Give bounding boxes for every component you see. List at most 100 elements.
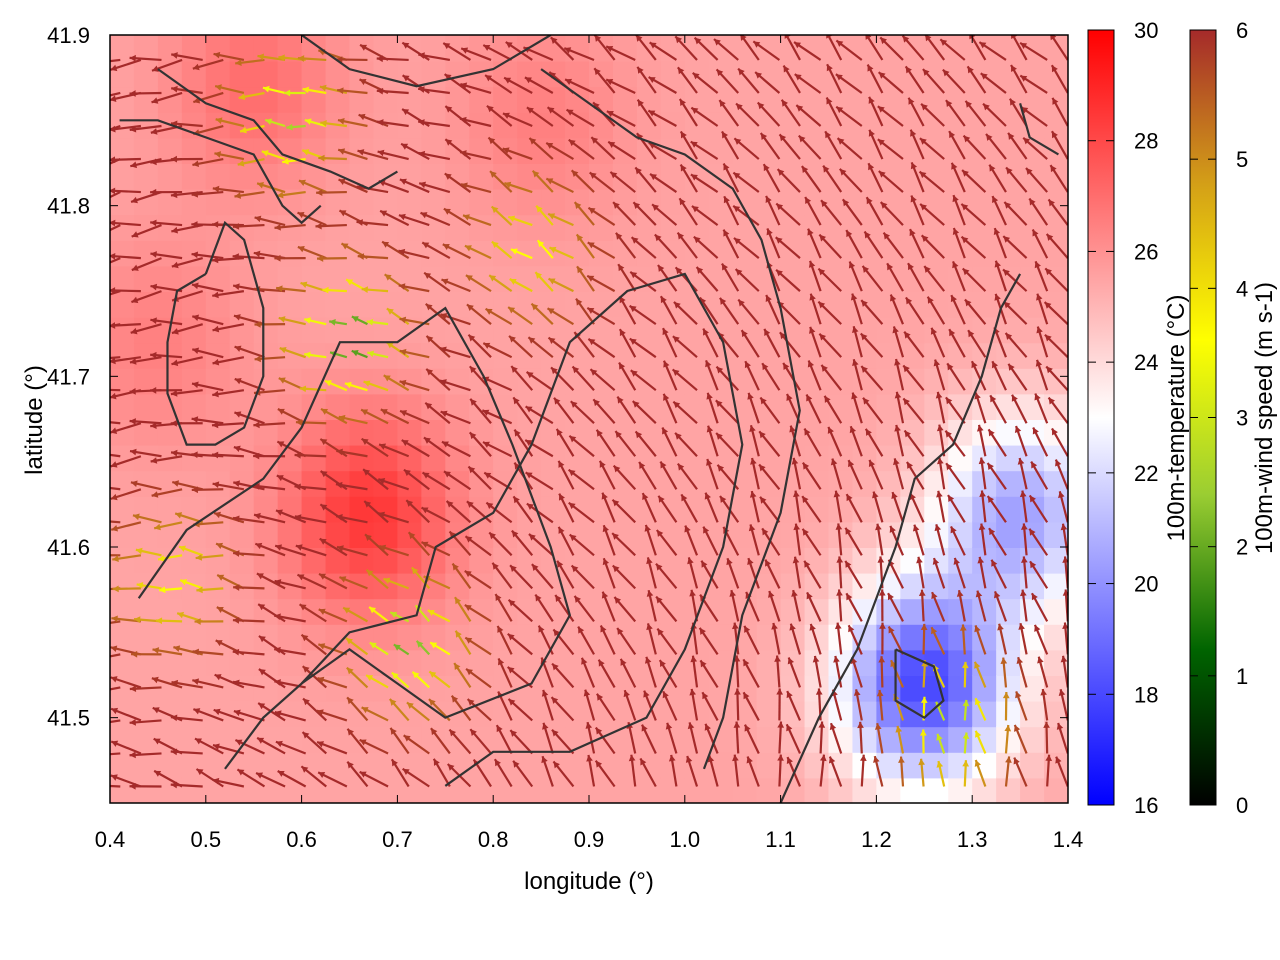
wind-arrow-head <box>258 636 266 643</box>
x-tick-label: 1.4 <box>1053 827 1084 852</box>
wind-arrow-head <box>557 560 564 568</box>
temperature-cell <box>900 188 926 216</box>
wind-arrow-head <box>502 147 510 154</box>
temperature-cell <box>301 777 327 803</box>
wind-arrow-head <box>510 565 517 573</box>
wind-arrow-head <box>284 89 291 97</box>
temperature-cell <box>828 393 854 420</box>
wind-arrow-head <box>129 718 136 726</box>
wind-arrow-head <box>663 360 670 368</box>
wind-arrow-head <box>489 532 496 540</box>
wind-arrow-head <box>213 708 221 716</box>
wind-arrow-head <box>794 74 802 81</box>
wind-arrow-head <box>496 725 503 733</box>
wind-arrow-head <box>391 672 399 680</box>
wind-arrow-head <box>904 430 911 438</box>
wind-arrow-head <box>1018 623 1025 630</box>
wind-arrow-head <box>504 77 512 84</box>
wind-arrow-head <box>510 248 518 255</box>
wind-arrow-head <box>823 165 830 173</box>
wind-arrow-head <box>786 757 793 764</box>
temperature-cell <box>996 598 1022 625</box>
wind-arrow-head <box>948 495 955 503</box>
temperature-cell <box>684 367 710 395</box>
wind-arrow-head <box>401 440 409 447</box>
wind-arrow-head <box>690 141 698 148</box>
wind-arrow-head <box>675 36 682 44</box>
wind-arrow-head <box>297 55 305 62</box>
temperature-cell <box>181 163 207 190</box>
temperature-cell <box>948 342 974 369</box>
y-tick-label: 41.6 <box>47 535 90 560</box>
wind-arrow-head <box>89 552 95 559</box>
wind-arrow-head <box>685 756 693 763</box>
wind-arrow-head <box>668 754 676 762</box>
wind-arrow-head <box>180 579 188 586</box>
wind-arrow-head <box>299 385 307 393</box>
wind-arrow-head <box>441 278 449 285</box>
wind-arrow-head <box>359 79 367 86</box>
wind-arrow-head <box>648 77 656 84</box>
wind-arrow-head <box>89 622 96 629</box>
wind-arrow-head <box>427 610 435 617</box>
wind-arrow-head <box>846 593 853 601</box>
temperature-cell <box>996 367 1022 395</box>
temperature-cell <box>900 726 926 753</box>
wind-arrow-head <box>461 182 468 189</box>
wind-arrow-head <box>524 77 532 84</box>
wind-arrow-head <box>1016 657 1024 665</box>
wind-arrow-head <box>276 285 283 293</box>
wind-arrow-head <box>921 103 928 111</box>
wind-arrow-head <box>234 411 242 418</box>
wind-arrow-head <box>680 131 687 139</box>
wind-arrow-head <box>588 207 596 214</box>
wind-arrow-head <box>828 756 836 764</box>
wind-arrow-head <box>974 698 982 706</box>
temperature-cell <box>397 495 423 523</box>
wind-arrow-head <box>361 438 369 445</box>
wind-arrow-head <box>211 256 219 264</box>
wind-arrow-head <box>343 607 351 614</box>
wind-arrow-head <box>704 723 711 731</box>
wind-arrow-head <box>541 756 548 764</box>
wind-arrow-head <box>232 617 240 624</box>
wind-arrow-head <box>738 299 745 307</box>
wind-arrow-head <box>482 409 490 416</box>
wind-arrow-head <box>89 689 96 696</box>
temperature-tick-label: 30 <box>1134 18 1158 43</box>
wind-arrow-head <box>961 661 969 669</box>
wind-arrow-head <box>660 461 667 469</box>
wind-arrow-head <box>895 725 903 733</box>
y-tick-label: 41.7 <box>47 364 90 389</box>
temperature-cell <box>1044 777 1068 803</box>
temperature-cell <box>133 35 159 62</box>
wind-arrow-head <box>818 301 826 309</box>
wind-arrow-head <box>933 359 941 367</box>
wind-arrow-head <box>890 294 897 302</box>
wind-arrow-head <box>657 628 664 636</box>
wind-arrow-head <box>150 219 157 227</box>
temperature-cell <box>948 316 974 344</box>
temperature-cell <box>133 623 159 651</box>
wind-arrow-head <box>570 401 578 408</box>
temperature-cell <box>948 777 974 803</box>
contour-line <box>157 68 398 190</box>
temperature-cell <box>972 675 998 702</box>
wind-arrow-head <box>591 137 599 144</box>
temperature-cell <box>325 547 351 574</box>
wind-arrow-head <box>809 293 816 301</box>
wind-arrow-head <box>150 386 157 394</box>
temperature-cell <box>924 239 950 267</box>
wind-arrow-head <box>576 234 584 242</box>
wind-arrow-head <box>451 695 459 703</box>
wind-arrow-head <box>733 237 741 245</box>
temperature-cell <box>565 188 590 216</box>
x-tick-label: 1.0 <box>670 827 701 852</box>
wind-arrow-head <box>1002 692 1010 699</box>
x-tick-label: 0.6 <box>286 827 317 852</box>
wind-arrow-head <box>525 440 533 447</box>
wind-arrow-head <box>1034 393 1041 401</box>
wind-arrow-head <box>486 105 494 113</box>
temperature-cell <box>325 60 351 88</box>
wind-arrow-head <box>212 743 220 750</box>
